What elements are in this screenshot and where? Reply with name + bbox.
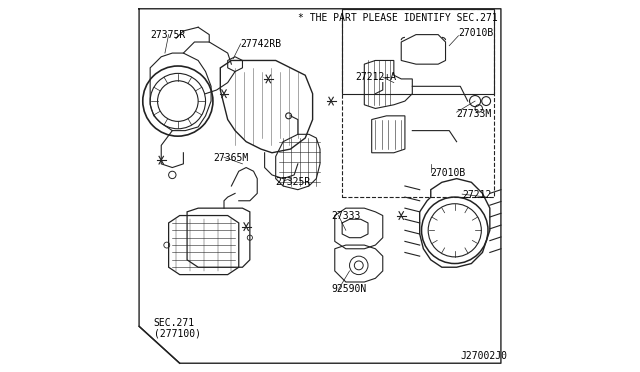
Text: 27325R: 27325R	[276, 177, 311, 187]
Text: 27212: 27212	[462, 190, 492, 200]
Text: 27375R: 27375R	[150, 30, 186, 40]
Text: SEC.271: SEC.271	[154, 318, 195, 328]
Text: 27742RB: 27742RB	[241, 39, 282, 49]
Text: 27010B: 27010B	[458, 28, 493, 38]
Text: * THE PART PLEASE IDENTIFY SEC.271: * THE PART PLEASE IDENTIFY SEC.271	[298, 13, 497, 23]
Bar	[342, 9, 493, 94]
Text: 27365M: 27365M	[213, 153, 248, 163]
Text: J27002J0: J27002J0	[460, 351, 508, 361]
Text: 27212+A: 27212+A	[355, 72, 396, 82]
Text: 27333: 27333	[331, 211, 360, 221]
Bar	[342, 9, 493, 197]
Text: 27733M: 27733M	[456, 109, 492, 119]
Text: 92590N: 92590N	[331, 284, 366, 294]
Text: 27010B: 27010B	[431, 168, 466, 178]
Text: (277100): (277100)	[154, 329, 201, 339]
